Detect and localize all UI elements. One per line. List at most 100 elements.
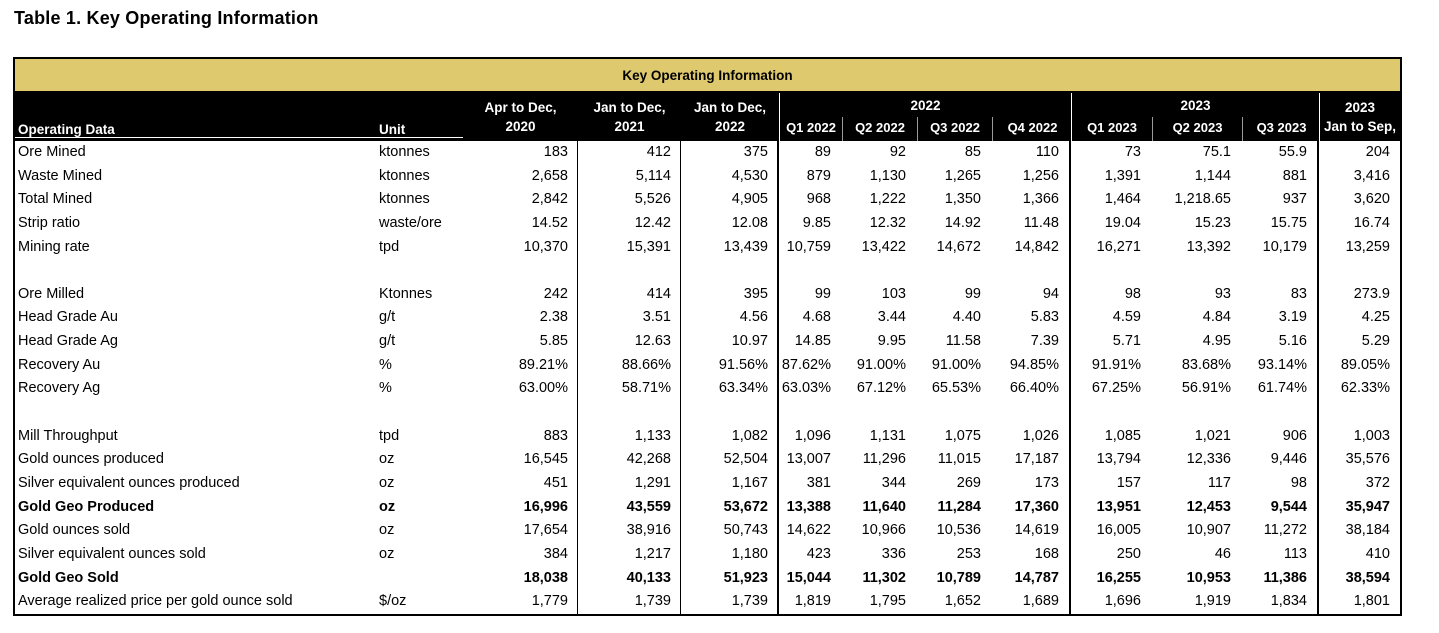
cell-value: 11,284 [937, 498, 981, 515]
row-unit: ktonnes [379, 144, 430, 160]
cell-value: 253 [956, 545, 981, 562]
row-label: Ore Mined [18, 144, 86, 160]
cell-value: 1,801 [1353, 593, 1390, 610]
cell-value: 12,336 [1186, 451, 1231, 468]
cell-value [1319, 259, 1400, 283]
table-row: Total Mined ktonnes 2,842 5,526 4,905 968 1,22… [15, 188, 1400, 212]
cell-value: 91.91% [1091, 356, 1141, 373]
cell-value: 14.85 [794, 333, 831, 350]
row-label [15, 259, 379, 283]
cell-value: 52,504 [681, 448, 779, 472]
row-label: Gold Geo Produced [18, 498, 155, 515]
cell-value: 16,545 [463, 448, 578, 472]
cell-value: 15,044 [786, 569, 831, 586]
table-row: Recovery Ag% 63.00% 58.71% 63.34% 63.03% 67.1… [15, 377, 1400, 402]
cell-value: 66.40% [991, 377, 1071, 402]
cell-value: 14,842 [991, 235, 1071, 260]
cell-value [779, 259, 841, 283]
cell-value: 10.97 [681, 330, 779, 354]
header-quarters-2022: Q1 2022 Q2 2022 Q3 2022 Q4 2022 [780, 117, 1071, 141]
cell-value: 1,256 [991, 164, 1071, 189]
page-title: Table 1. Key Operating Information [14, 8, 319, 28]
cell-value: 15.23 [1194, 214, 1231, 231]
row-unit: waste/ore [379, 214, 442, 231]
cell-value: 10,759 [786, 238, 831, 255]
cell-value: 1,130 [869, 167, 906, 184]
row-label: Mill Throughput [18, 427, 118, 444]
header-col-line2: Jan to Sep, [1323, 119, 1396, 134]
cell-value: 1,222 [869, 191, 906, 208]
cell-value: 63.00% [463, 377, 578, 402]
cell-value: 7.39 [991, 330, 1071, 354]
header-operating-data-label: Operating Data [18, 122, 115, 137]
cell-value: 3.44 [877, 309, 906, 326]
cell-value: 1,218.65 [1174, 191, 1231, 208]
row-label: Gold ounces produced [18, 451, 164, 468]
cell-value: 2.38 [463, 306, 578, 331]
cell-value: 93.14% [1241, 353, 1319, 378]
header-col-q2-2022: Q2 2022 [842, 117, 917, 141]
cell-value: 17,654 [463, 519, 578, 543]
cell-value [463, 259, 578, 283]
cell-value: 1,217 [578, 542, 681, 567]
cell-value: 16,005 [1096, 522, 1141, 539]
header-col-q1-2022: Q1 2022 [786, 120, 836, 135]
cell-value [779, 401, 841, 425]
cell-value [1151, 259, 1241, 283]
header-col-line2: 2020 [505, 119, 536, 134]
row-label: Total Mined [18, 191, 93, 208]
cell-value: 5,114 [578, 164, 681, 189]
cell-value: 46 [1214, 545, 1231, 562]
cell-value: 375 [681, 141, 779, 165]
cell-value: 62.33% [1340, 380, 1390, 397]
cell-value: 92 [889, 144, 906, 160]
cell-value: 11,386 [1241, 566, 1319, 591]
row-label: Gold Geo Sold [18, 569, 119, 586]
cell-value [1071, 401, 1151, 425]
cell-value: 94.85% [991, 353, 1071, 378]
cell-value: 99 [814, 285, 831, 302]
cell-value: 16,996 [463, 495, 578, 520]
table-row: Recovery Au% 89.21% 88.66% 91.56% 87.62% 91.0… [15, 353, 1400, 378]
cell-value: 67.12% [856, 380, 906, 397]
header-col-line1: Jan to Dec, [693, 100, 767, 115]
cell-value: 89.21% [463, 353, 578, 378]
table-banner-label: Key Operating Information [622, 67, 793, 83]
cell-value: 4.84 [1202, 309, 1231, 326]
cell-value: 4.95 [1202, 333, 1231, 350]
cell-value: 3,620 [1353, 191, 1390, 208]
cell-value: 883 [463, 424, 578, 449]
row-unit [379, 401, 463, 425]
cell-value: 11,302 [862, 569, 906, 586]
cell-value: 1,265 [944, 167, 981, 184]
cell-value: 1,144 [1194, 167, 1231, 184]
cell-value: 13,439 [681, 235, 779, 260]
cell-value: 13,007 [786, 451, 831, 468]
row-label: Recovery Au [18, 356, 101, 373]
cell-value: 1,739 [578, 590, 681, 614]
cell-value: 1,779 [463, 590, 578, 614]
header-col-jan-dec-2021: Jan to Dec, 2021 [578, 93, 681, 141]
cell-value: 204 [1365, 144, 1390, 160]
cell-value: 93 [1214, 285, 1231, 302]
row-label [15, 401, 379, 425]
header-col-line1: 2023 [1344, 100, 1376, 115]
header-col-line2: 2021 [614, 119, 645, 134]
cell-value: 269 [956, 474, 981, 491]
cell-value: 1,021 [1194, 427, 1231, 444]
cell-value: 15.75 [1241, 211, 1319, 236]
header-operating-data: Operating Data [15, 93, 379, 141]
table-row: Head Grade Ag g/t 5.85 12.63 10.97 14.85 9.95 1… [15, 330, 1400, 354]
header-col-q3-2022: Q3 2022 [917, 117, 992, 141]
cell-value: 4.25 [1361, 309, 1390, 326]
cell-value [1151, 401, 1241, 425]
cell-value: 336 [881, 545, 906, 562]
row-label: Average realized price per gold ounce so… [18, 593, 293, 610]
header-unit: Unit [379, 93, 463, 141]
cell-value: 5.83 [991, 306, 1071, 331]
cell-value: 14,672 [936, 238, 981, 255]
cell-value: 1,167 [681, 471, 779, 496]
row-unit: oz [379, 522, 395, 539]
table-row: Gold ounces produced oz 16,545 42,268 52,504… [15, 448, 1400, 472]
cell-value: 16.74 [1353, 214, 1390, 231]
